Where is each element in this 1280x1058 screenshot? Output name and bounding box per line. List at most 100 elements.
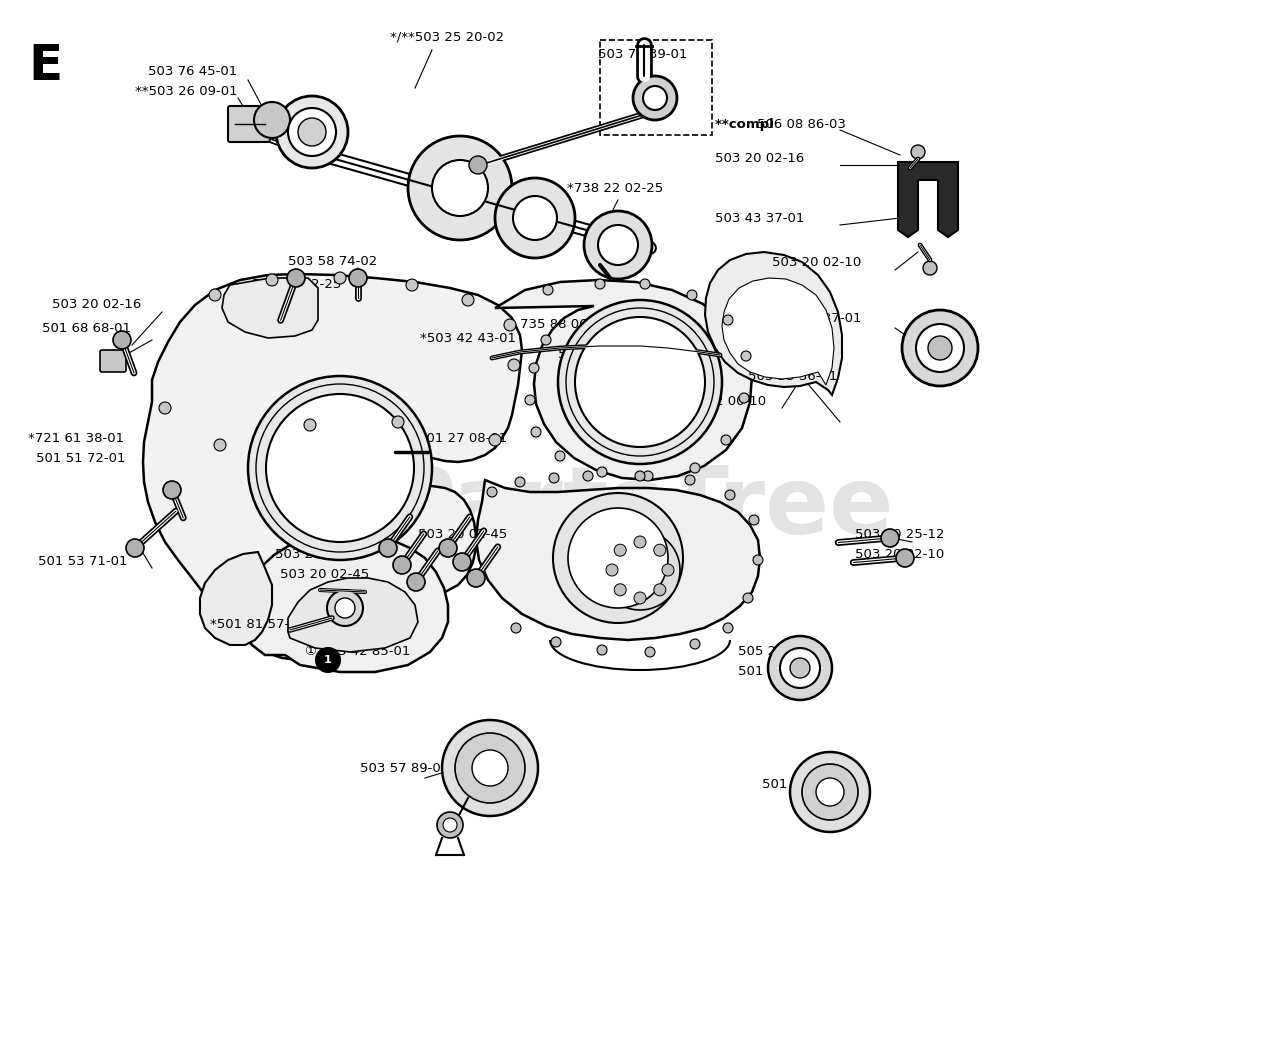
Circle shape: [436, 811, 463, 838]
Circle shape: [690, 463, 700, 473]
Circle shape: [113, 331, 131, 349]
Polygon shape: [495, 280, 753, 480]
Text: *compl: *compl: [640, 395, 696, 408]
Polygon shape: [242, 533, 448, 672]
Polygon shape: [200, 552, 273, 645]
Circle shape: [640, 279, 650, 289]
Circle shape: [790, 752, 870, 832]
Circle shape: [214, 439, 227, 451]
Circle shape: [305, 419, 316, 431]
Circle shape: [266, 394, 413, 542]
Circle shape: [541, 335, 550, 345]
Circle shape: [549, 473, 559, 484]
Circle shape: [902, 310, 978, 386]
Circle shape: [253, 102, 291, 138]
Circle shape: [598, 225, 637, 264]
Polygon shape: [722, 278, 835, 385]
Circle shape: [614, 584, 626, 596]
Circle shape: [525, 395, 535, 405]
Circle shape: [349, 269, 367, 287]
Circle shape: [723, 623, 733, 633]
Circle shape: [739, 393, 749, 403]
Circle shape: [753, 555, 763, 565]
Circle shape: [489, 434, 500, 446]
Circle shape: [334, 272, 346, 284]
Circle shape: [392, 416, 404, 428]
Circle shape: [511, 623, 521, 633]
Circle shape: [596, 645, 607, 655]
Text: 501 53 71-01: 501 53 71-01: [38, 555, 128, 568]
Circle shape: [724, 490, 735, 500]
Text: 503 76 45-01: 503 76 45-01: [148, 65, 237, 78]
Circle shape: [645, 647, 655, 657]
Circle shape: [614, 544, 626, 557]
Circle shape: [916, 324, 964, 372]
Circle shape: [568, 508, 668, 608]
Circle shape: [550, 637, 561, 647]
Circle shape: [634, 76, 677, 120]
Circle shape: [125, 539, 143, 557]
Circle shape: [393, 557, 411, 574]
Text: 501 76 83-22: 501 76 83-22: [558, 348, 648, 361]
Text: *721 61 38-01: *721 61 38-01: [28, 432, 124, 445]
FancyBboxPatch shape: [228, 106, 270, 142]
Text: **503 26 09-01: **503 26 09-01: [134, 85, 238, 98]
Text: 505 27 57-19: 505 27 57-19: [739, 645, 827, 658]
Circle shape: [723, 315, 733, 325]
Circle shape: [495, 178, 575, 258]
Text: 503 20 02-10: 503 20 02-10: [772, 256, 861, 269]
Circle shape: [287, 269, 305, 287]
Text: 506 08 86-03: 506 08 86-03: [756, 118, 846, 131]
Circle shape: [790, 658, 810, 678]
Circle shape: [662, 564, 675, 576]
Circle shape: [721, 435, 731, 445]
Text: 503 20 02-45: 503 20 02-45: [419, 528, 507, 541]
Circle shape: [558, 300, 722, 464]
Circle shape: [408, 136, 512, 240]
Circle shape: [163, 481, 180, 499]
FancyBboxPatch shape: [100, 350, 125, 372]
Text: 503 57 89-01: 503 57 89-01: [360, 762, 449, 776]
Circle shape: [407, 573, 425, 591]
Circle shape: [605, 564, 618, 576]
Circle shape: [379, 539, 397, 557]
Polygon shape: [476, 480, 760, 640]
Text: 501 62 68-01: 501 62 68-01: [739, 665, 827, 678]
Circle shape: [923, 261, 937, 275]
Circle shape: [596, 467, 607, 477]
Text: PartsTree: PartsTree: [387, 462, 893, 553]
Text: *501 81 57-01: *501 81 57-01: [210, 618, 306, 631]
Text: 503 20 02-25: 503 20 02-25: [252, 278, 342, 291]
Circle shape: [288, 108, 335, 156]
Polygon shape: [899, 162, 957, 237]
Circle shape: [741, 351, 751, 361]
Text: 503 43 37-01: 503 43 37-01: [716, 212, 804, 225]
Circle shape: [531, 427, 541, 437]
Circle shape: [742, 592, 753, 603]
Text: */**503 25 20-02: */**503 25 20-02: [390, 30, 504, 43]
Text: 501 62 66-01: 501 62 66-01: [762, 778, 851, 791]
Text: ① 503 42 85-01: ① 503 42 85-01: [305, 645, 411, 658]
Circle shape: [462, 294, 474, 306]
Polygon shape: [705, 252, 842, 395]
Circle shape: [433, 160, 488, 216]
Circle shape: [209, 289, 221, 300]
Circle shape: [556, 451, 564, 461]
Circle shape: [634, 536, 646, 548]
Circle shape: [266, 274, 278, 286]
Text: 503 73 39-01: 503 73 39-01: [598, 48, 687, 61]
Circle shape: [881, 529, 899, 547]
Circle shape: [575, 317, 705, 446]
Circle shape: [453, 553, 471, 571]
Circle shape: [513, 196, 557, 240]
Circle shape: [635, 471, 645, 481]
Circle shape: [486, 487, 497, 497]
Text: 503 58 74-02: 503 58 74-02: [288, 255, 378, 268]
Circle shape: [584, 211, 652, 279]
Circle shape: [817, 778, 844, 806]
Circle shape: [803, 764, 858, 820]
Text: 503 20 02-45: 503 20 02-45: [280, 568, 369, 581]
Text: *503 42 43-01: *503 42 43-01: [420, 332, 516, 345]
Circle shape: [687, 290, 698, 300]
Circle shape: [654, 584, 666, 596]
